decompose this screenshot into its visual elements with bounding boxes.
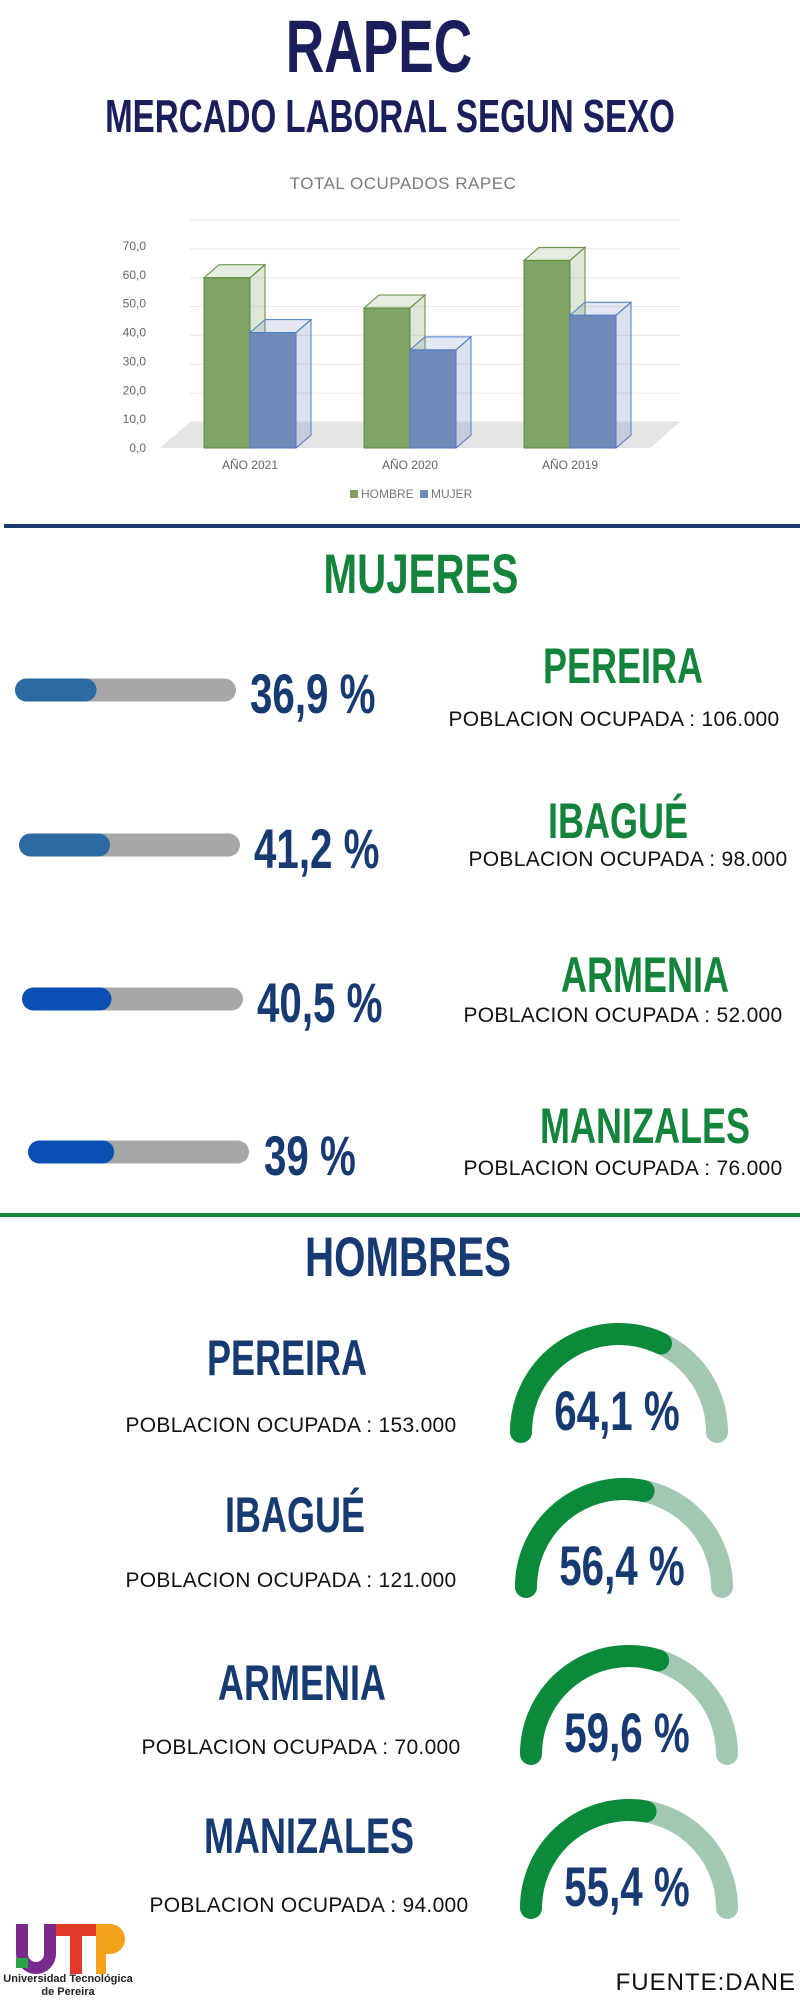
city-name: MANIZALES [204, 1809, 414, 1864]
logo-p [96, 1924, 125, 1974]
percent-label-group: 40,5 % [257, 973, 382, 1035]
bar [409, 349, 457, 449]
percent-label: 64,1 % [554, 1381, 679, 1443]
city-name-group: ARMENIA [218, 1656, 386, 1711]
page-subtitle-group: MERCADO LABORAL SEGUN SEXO [105, 92, 675, 142]
population: POBLACION OCUPADA : 106.000 [448, 708, 779, 731]
y-tick-label: 40,0 [123, 326, 147, 340]
city-name-group: ARMENIA [561, 948, 729, 1003]
bar-side [295, 318, 312, 450]
legend-label: HOMBRE [361, 487, 414, 501]
y-tick-label: 60,0 [123, 268, 147, 282]
progress-fill [15, 678, 97, 702]
city-name-group: MANIZALES [540, 1099, 750, 1154]
y-tick-label: 10,0 [123, 412, 147, 426]
population: POBLACION OCUPADA : 121.000 [125, 1569, 456, 1592]
city-name-group: IBAGUÉ [225, 1486, 365, 1543]
city-name: PEREIRA [207, 1331, 367, 1386]
progress-fill [19, 833, 111, 857]
bar [569, 314, 617, 449]
bar [363, 307, 411, 449]
y-tick-label: 50,0 [123, 297, 147, 311]
city-name-group: PEREIRA [543, 639, 703, 694]
population: POBLACION OCUPADA : 94.000 [149, 1894, 468, 1917]
bar [203, 277, 251, 449]
bar [249, 332, 297, 449]
gauge-fill [520, 1645, 670, 1765]
y-tick-label: 20,0 [123, 383, 147, 397]
percent-label: 59,6 % [564, 1703, 689, 1765]
percent-label: 56,4 % [559, 1536, 684, 1598]
percent-label-group: 55,4 % [564, 1857, 689, 1919]
progress-fill [28, 1140, 115, 1164]
percent-label-group: 39 % [264, 1126, 356, 1188]
x-tick-label: AÑO 2020 [382, 458, 438, 472]
city-name: MANIZALES [540, 1099, 750, 1154]
percent-label-group: 41,2 % [254, 819, 379, 881]
percent-label-group: 56,4 % [559, 1536, 684, 1598]
city-name: PEREIRA [543, 639, 703, 694]
city-name: ARMENIA [218, 1656, 386, 1711]
population: POBLACION OCUPADA : 76.000 [463, 1157, 782, 1180]
percent-label-group: 36,9 % [250, 664, 375, 726]
gauge-fill [510, 1323, 673, 1443]
y-tick-label: 0,0 [129, 441, 146, 455]
legend-swatch [350, 490, 358, 498]
y-tick-label: 30,0 [123, 354, 147, 368]
population: POBLACION OCUPADA : 98.000 [468, 848, 787, 871]
city-name-group: MANIZALES [204, 1809, 414, 1864]
logo-text: de Pereira [41, 1986, 95, 1998]
city-name: ARMENIA [561, 948, 729, 1003]
logo-t [56, 1924, 96, 1974]
y-tick-label: 70,0 [123, 239, 147, 253]
logo-text: Universidad Tecnológica [3, 1973, 133, 1985]
percent-label: 55,4 % [564, 1857, 689, 1919]
percent-label-group: 64,1 % [554, 1381, 679, 1443]
bar-side [455, 335, 472, 450]
x-tick-label: AÑO 2021 [222, 458, 278, 472]
x-tick-label: AÑO 2019 [542, 458, 598, 472]
section-title-group: MUJERES [324, 544, 519, 606]
percent-label: 40,5 % [257, 973, 382, 1035]
logo [16, 1924, 125, 1974]
percent-label-group: 59,6 % [564, 1703, 689, 1765]
bar-side [615, 301, 632, 450]
city-name-group: IBAGUÉ [548, 792, 688, 849]
legend-label: MUJER [431, 487, 473, 501]
section-title: MUJERES [324, 544, 519, 606]
chart-title: TOTAL OCUPADOS RAPEC [290, 174, 517, 193]
city-name: IBAGUÉ [225, 1486, 365, 1543]
city-name: IBAGUÉ [548, 792, 688, 849]
percent-label: 41,2 % [254, 819, 379, 881]
population: POBLACION OCUPADA : 52.000 [463, 1004, 782, 1027]
section-title: HOMBRES [305, 1227, 511, 1289]
logo-accent [16, 1958, 28, 1968]
page-subtitle: MERCADO LABORAL SEGUN SEXO [105, 92, 675, 142]
page-title-group: RAPEC [286, 5, 472, 88]
population: POBLACION OCUPADA : 70.000 [141, 1736, 460, 1759]
page-title: RAPEC [286, 5, 472, 88]
source: FUENTE:DANE [616, 1969, 796, 1996]
progress-fill [22, 987, 112, 1011]
percent-label: 39 % [264, 1126, 356, 1188]
city-name-group: PEREIRA [207, 1331, 367, 1386]
percent-label: 36,9 % [250, 664, 375, 726]
section-title-group: HOMBRES [305, 1227, 511, 1289]
gauge-fill [515, 1478, 655, 1598]
gauge-fill [520, 1799, 657, 1919]
legend-swatch [420, 490, 428, 498]
bar [523, 259, 571, 449]
population: POBLACION OCUPADA : 153.000 [125, 1414, 456, 1437]
